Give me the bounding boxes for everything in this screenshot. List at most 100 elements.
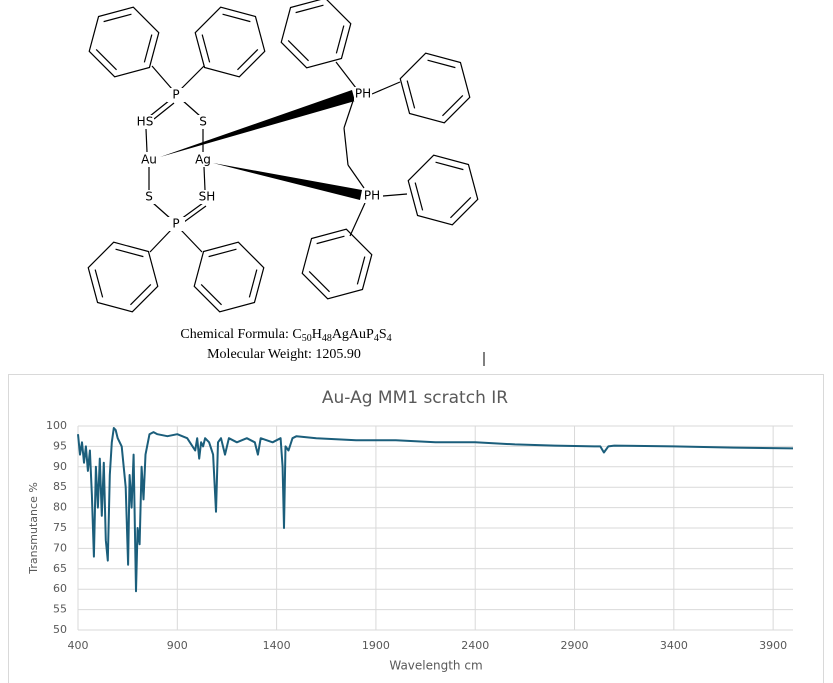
molecular-weight: Molecular Weight: 1205.90 xyxy=(207,347,361,362)
bond xyxy=(295,4,324,14)
formula-part: AgAuP xyxy=(332,327,374,342)
bond xyxy=(143,34,153,63)
atom-label: SH xyxy=(199,190,216,204)
benzene-ring xyxy=(280,0,352,69)
bond xyxy=(237,49,259,71)
atom-label: S xyxy=(199,115,207,129)
bond xyxy=(335,25,345,54)
bond xyxy=(130,284,152,306)
formula-subscript: 4 xyxy=(374,333,379,344)
bond xyxy=(382,193,408,197)
bond xyxy=(414,182,424,211)
atom-bg xyxy=(194,115,212,129)
benzene-ring xyxy=(301,228,373,300)
bond xyxy=(181,99,201,117)
wedge-bond xyxy=(160,90,355,157)
x-tick-label: 1900 xyxy=(362,639,390,652)
bond xyxy=(347,164,365,189)
x-tick-label: 900 xyxy=(167,639,188,652)
bond xyxy=(145,128,148,153)
bond xyxy=(180,202,204,220)
y-tick-label: 85 xyxy=(53,480,67,493)
chart-title: Au-Ag MM1 scratch IR xyxy=(322,388,508,408)
bond xyxy=(115,248,144,258)
bond xyxy=(406,80,416,109)
atom-label: PH xyxy=(355,87,371,101)
atom-bg xyxy=(136,115,154,129)
atom-bg xyxy=(198,190,216,204)
atom-label: Ag xyxy=(195,153,211,167)
bond xyxy=(151,65,173,90)
bond xyxy=(149,229,172,253)
bond xyxy=(95,49,117,71)
y-tick-label: 60 xyxy=(53,582,67,595)
x-tick-label: 400 xyxy=(68,639,89,652)
bond xyxy=(427,59,456,69)
y-tick-label: 80 xyxy=(53,501,67,514)
bond xyxy=(308,271,330,293)
benzene-ring xyxy=(87,241,159,313)
y-tick-label: 50 xyxy=(53,623,67,636)
spectrum-line xyxy=(77,427,794,593)
bond xyxy=(203,166,206,191)
atom-bg xyxy=(167,88,185,102)
chart-frame xyxy=(8,374,824,683)
bond xyxy=(335,61,357,89)
y-tick-label: 75 xyxy=(53,521,67,534)
bond xyxy=(180,65,205,90)
y-tick-label: 100 xyxy=(46,419,67,432)
bond xyxy=(94,269,104,298)
bond xyxy=(343,100,354,129)
formula-part: Chemical Formula: C xyxy=(180,327,301,342)
bond xyxy=(153,102,175,120)
bond xyxy=(442,95,464,117)
atom-label: PH xyxy=(364,189,380,203)
atom-label: Au xyxy=(141,153,157,167)
bond xyxy=(149,99,171,117)
wedge-bond xyxy=(213,163,362,200)
benzene-ring xyxy=(193,241,265,313)
y-tick-label: 65 xyxy=(53,562,67,575)
x-tick-label: 2900 xyxy=(561,639,589,652)
atom-label: P xyxy=(172,217,179,231)
benzene-ring xyxy=(399,52,471,124)
bond xyxy=(349,202,366,237)
bond xyxy=(208,248,237,258)
formula-subscript: 50 xyxy=(302,333,312,344)
atom-label: P xyxy=(172,88,179,102)
bond xyxy=(201,34,211,63)
x-tick-label: 2400 xyxy=(461,639,489,652)
atom-label: HS xyxy=(137,115,154,129)
x-axis-label: Wavelength cm xyxy=(389,659,482,673)
bond xyxy=(222,13,251,23)
bond xyxy=(356,256,366,285)
y-tick-label: 90 xyxy=(53,460,67,473)
x-tick-label: 3400 xyxy=(660,639,688,652)
x-tick-label: 3900 xyxy=(759,639,787,652)
y-tick-label: 55 xyxy=(53,603,67,616)
formula: Chemical Formula: C50H48AgAuP4S4 xyxy=(180,327,391,344)
bond xyxy=(287,40,309,62)
bond xyxy=(343,127,349,166)
benzene-ring xyxy=(407,154,479,226)
x-tick-label: 1400 xyxy=(263,639,291,652)
bond xyxy=(183,205,207,223)
benzene-ring xyxy=(194,6,266,78)
atom-bg xyxy=(167,217,185,231)
bond xyxy=(248,269,258,298)
bond xyxy=(435,161,464,171)
y-axis-label: Transmutance % xyxy=(27,482,40,575)
molecule: P HS S Au Ag S SH P PH PH xyxy=(87,0,479,313)
y-tick-label: 70 xyxy=(53,541,67,554)
bond xyxy=(103,13,132,23)
atom-bg xyxy=(140,153,158,167)
atom-bg xyxy=(194,153,212,167)
formula-part: S xyxy=(379,327,387,342)
atom-bg xyxy=(354,87,372,101)
atom-bg xyxy=(363,189,381,203)
bond xyxy=(152,202,172,220)
bond xyxy=(371,81,401,95)
benzene-ring xyxy=(88,6,160,78)
formula-subscript: 48 xyxy=(322,333,332,344)
